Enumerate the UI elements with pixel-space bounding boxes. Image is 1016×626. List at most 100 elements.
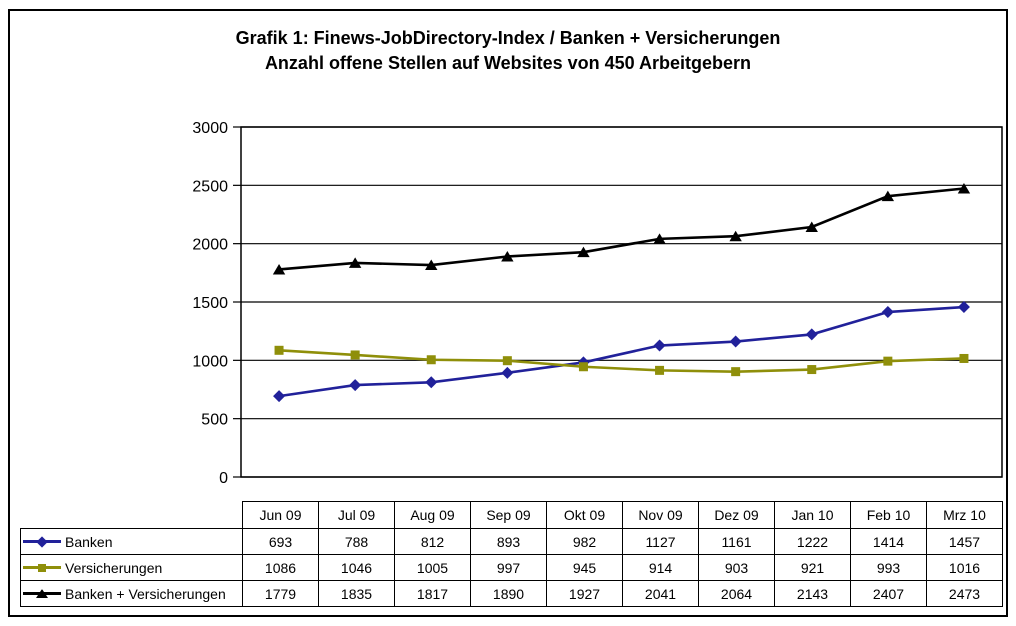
table-cell: 2143 <box>774 580 851 607</box>
triangle-marker-icon <box>957 182 971 194</box>
column-header: Aug 09 <box>394 501 471 529</box>
chart-title-line2: Anzahl offene Stellen auf Websites von 4… <box>264 53 752 73</box>
table-cell: 1086 <box>242 554 319 581</box>
square-marker-icon <box>959 353 969 363</box>
series-versicherungen <box>274 345 969 377</box>
table-header-row: Jun 09 Jul 09 Aug 09 Sep 09 Okt 09 Nov 0… <box>21 501 1003 529</box>
y-tick-label: 2000 <box>192 237 228 254</box>
square-marker-icon <box>274 345 284 355</box>
y-axis: 0 500 1000 1500 2000 2500 3000 <box>192 120 241 487</box>
column-header: Jan 10 <box>774 501 851 529</box>
gridlines <box>241 126 1002 478</box>
square-marker-icon <box>578 362 588 372</box>
plot-border <box>240 126 1003 478</box>
series-banken-versicherungen <box>272 182 971 275</box>
y-tick-label: 1500 <box>192 295 228 312</box>
column-header: Mrz 10 <box>926 501 1003 529</box>
triangle-marker-icon <box>881 190 895 202</box>
square-marker-icon <box>426 355 436 365</box>
square-marker-icon <box>807 365 817 375</box>
square-marker-icon <box>38 563 46 572</box>
table-cell: 1222 <box>774 528 851 555</box>
chart-data-table: Jun 09 Jul 09 Aug 09 Sep 09 Okt 09 Nov 0… <box>20 501 1003 607</box>
triangle-marker-icon <box>501 251 514 262</box>
diamond-marker-icon <box>273 390 286 403</box>
y-tick-label: 2500 <box>192 178 228 195</box>
table-cell: 921 <box>774 554 851 581</box>
y-tick-label: 500 <box>201 412 228 429</box>
table-cell: 903 <box>698 554 775 581</box>
diamond-marker-icon <box>729 335 742 348</box>
table-cell: 1161 <box>698 528 775 555</box>
table-cell: 1779 <box>242 580 319 607</box>
series-line-banken <box>278 305 965 398</box>
triangle-marker-icon <box>805 221 818 232</box>
diamond-marker-icon <box>881 306 894 319</box>
table-row-banken: Banken 693 788 812 893 982 1127 1161 122… <box>20 528 1003 555</box>
square-marker-icon <box>655 365 665 375</box>
table-cell: 1005 <box>394 554 471 581</box>
diamond-marker-icon <box>501 366 514 379</box>
diamond-marker-icon <box>36 535 48 548</box>
table-cell: 993 <box>850 554 927 581</box>
series-banken <box>273 301 970 403</box>
table-cell: 2473 <box>926 580 1003 607</box>
column-header: Nov 09 <box>622 501 699 529</box>
legend-cell-banken: Banken <box>20 528 243 555</box>
legend-cell-versicherungen: Versicherungen <box>20 554 243 581</box>
column-header: Jun 09 <box>242 501 319 529</box>
column-header: Feb 10 <box>850 501 927 529</box>
triangle-marker-icon <box>729 230 742 242</box>
table-cell: 1835 <box>318 580 395 607</box>
table-cell: 1457 <box>926 528 1003 555</box>
triangle-marker-icon <box>653 233 666 244</box>
table-cell: 1890 <box>470 580 547 607</box>
legend-label: Banken <box>65 533 113 550</box>
series-line-banken-versicherungen <box>278 187 965 271</box>
triangle-marker-icon <box>36 589 48 598</box>
table-cell: 2407 <box>850 580 927 607</box>
legend-swatch-banken-versicherungen <box>23 588 61 600</box>
diamond-marker-icon <box>805 328 818 341</box>
table-cell: 2041 <box>622 580 699 607</box>
table-cell: 1414 <box>850 528 927 555</box>
column-header: Sep 09 <box>470 501 547 529</box>
legend-swatch-banken <box>23 535 61 548</box>
legend-label: Versicherungen <box>65 559 163 576</box>
table-row-banken-versicherungen: Banken + Versicherungen 1779 1835 1817 1… <box>20 580 1003 607</box>
table-cell: 982 <box>546 528 623 555</box>
y-tick-label: 1000 <box>192 353 228 370</box>
table-cell: 997 <box>470 554 547 581</box>
square-marker-icon <box>502 356 512 366</box>
column-header: Okt 09 <box>546 501 623 529</box>
legend-swatch-versicherungen <box>23 562 61 574</box>
table-cell: 788 <box>318 528 395 555</box>
diamond-marker-icon <box>349 379 362 392</box>
triangle-marker-icon <box>425 259 438 271</box>
table-cell: 1127 <box>622 528 699 555</box>
table-cell: 914 <box>622 554 699 581</box>
table-cell: 1817 <box>394 580 471 607</box>
legend-cell-banken-versicherungen: Banken + Versicherungen <box>20 580 243 607</box>
square-marker-icon <box>731 367 741 377</box>
column-header: Jul 09 <box>318 501 395 529</box>
table-cell: 945 <box>546 554 623 581</box>
square-marker-icon <box>350 350 360 360</box>
table-cell: 1927 <box>546 580 623 607</box>
column-header: Dez 09 <box>698 501 775 529</box>
diamond-marker-icon <box>425 376 438 389</box>
table-cell: 812 <box>394 528 471 555</box>
line-chart: 0 500 1000 1500 2000 2500 3000 <box>192 120 1003 487</box>
chart-title-line1: Grafik 1: Finews-JobDirectory-Index / Ba… <box>235 28 781 48</box>
table-corner-cell <box>21 502 243 529</box>
triangle-marker-icon <box>577 246 590 258</box>
diamond-marker-icon <box>957 301 970 314</box>
triangle-marker-icon <box>348 257 362 268</box>
y-tick-label: 3000 <box>192 120 228 137</box>
y-tick-label: 0 <box>219 470 228 487</box>
table-cell: 1046 <box>318 554 395 581</box>
table-row-versicherungen: Versicherungen 1086 1046 1005 997 945 91… <box>20 554 1003 581</box>
legend-label: Banken + Versicherungen <box>65 585 226 602</box>
diamond-marker-icon <box>653 339 666 352</box>
table-cell: 893 <box>470 528 547 555</box>
